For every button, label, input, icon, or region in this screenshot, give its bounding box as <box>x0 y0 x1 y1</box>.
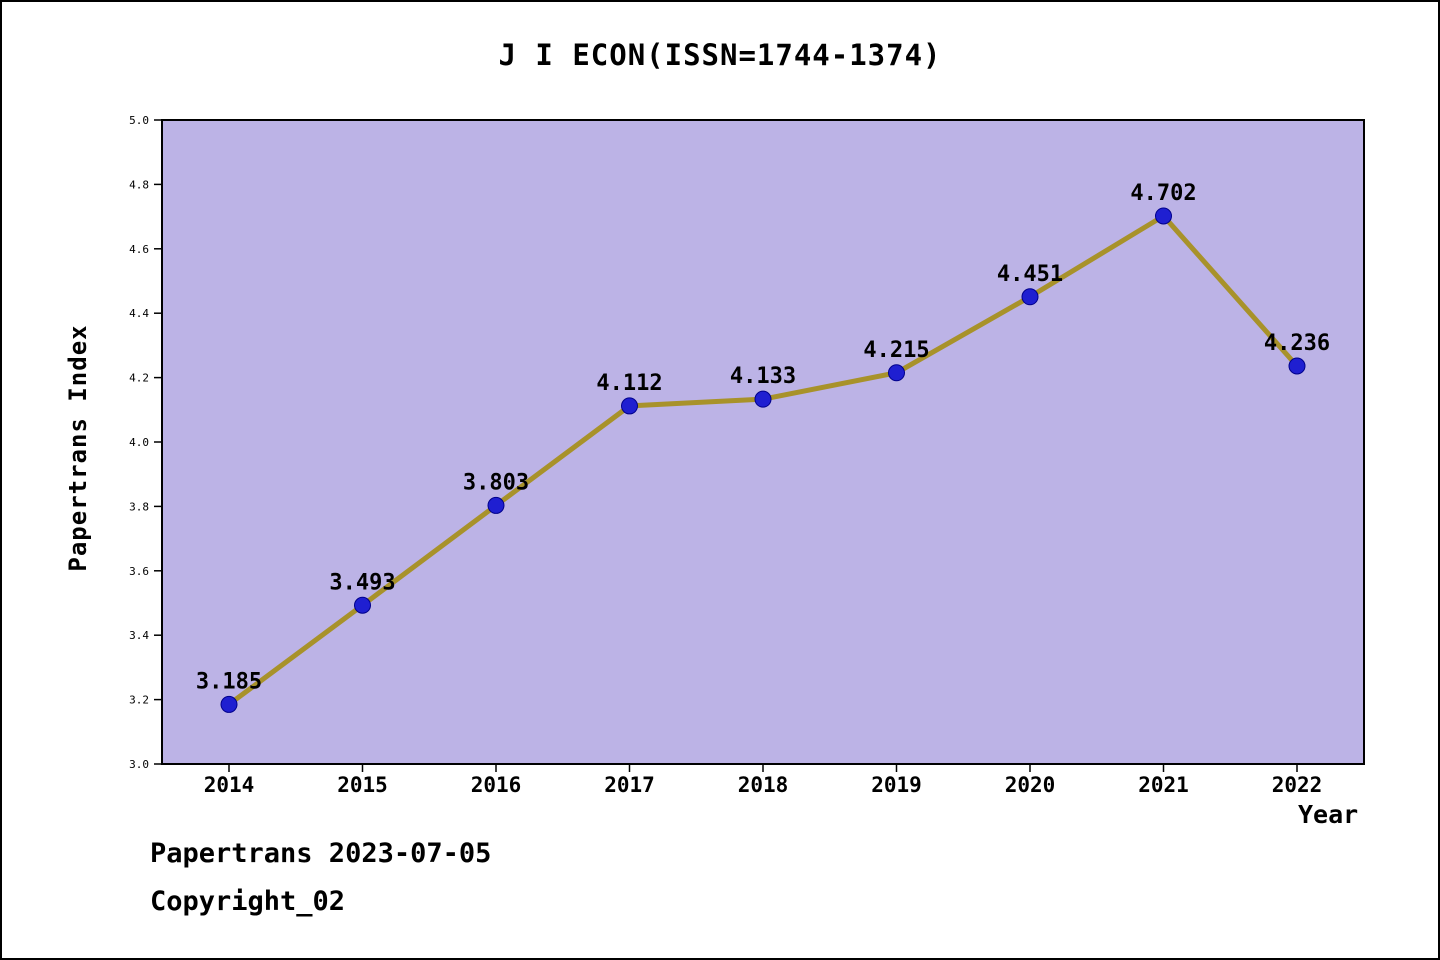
y-tick-label: 5.0 <box>129 114 149 127</box>
chart-title: J I ECON(ISSN=1744-1374) <box>498 38 942 72</box>
data-point-marker <box>1288 357 1306 375</box>
y-tick-label: 4.6 <box>129 243 149 256</box>
data-point-label: 4.133 <box>730 364 796 389</box>
x-tick-label: 2016 <box>471 773 522 797</box>
data-point-marker <box>1155 207 1172 225</box>
y-tick-label: 3.2 <box>129 694 149 707</box>
x-tick-label: 2019 <box>871 773 922 797</box>
data-point-marker <box>754 390 772 408</box>
x-tick-label: 2021 <box>1138 773 1189 797</box>
x-tick-label: 2015 <box>337 773 388 797</box>
data-point-marker <box>487 496 505 514</box>
y-tick-label: 4.4 <box>129 307 149 320</box>
data-point-marker <box>220 695 238 713</box>
y-tick-label: 4.8 <box>129 178 149 191</box>
data-point-marker <box>621 397 638 415</box>
data-point-label: 3.185 <box>196 669 262 694</box>
footer-source-date: Papertrans 2023-07-05 <box>150 838 492 869</box>
x-tick-label: 2022 <box>1272 773 1323 797</box>
data-point-label: 4.451 <box>997 262 1063 287</box>
data-point-label: 4.236 <box>1264 331 1330 356</box>
y-tick-label: 4.2 <box>129 372 149 385</box>
data-point-label: 3.493 <box>329 570 395 595</box>
plot-area <box>162 120 1364 764</box>
y-tick-label: 3.8 <box>129 500 149 513</box>
x-tick-label: 2014 <box>204 773 255 797</box>
footer-copyright: Copyright_02 <box>150 886 346 917</box>
x-axis-label: Year <box>1298 800 1359 829</box>
y-tick-label: 3.6 <box>129 565 149 578</box>
data-point-label: 4.112 <box>596 371 662 396</box>
y-axis-label: Papertrans Index <box>64 324 92 572</box>
x-tick-label: 2020 <box>1005 773 1056 797</box>
data-point-marker <box>1021 288 1039 306</box>
data-point-marker <box>354 596 371 614</box>
data-point-label: 4.702 <box>1130 181 1196 206</box>
data-point-label: 4.215 <box>863 338 929 363</box>
data-point-label: 3.803 <box>463 470 529 495</box>
x-tick-label: 2018 <box>738 773 789 797</box>
x-tick-label: 2017 <box>604 773 655 797</box>
y-tick-label: 3.0 <box>129 758 149 771</box>
y-tick-label: 4.0 <box>129 436 149 449</box>
data-point-marker <box>888 364 905 382</box>
y-tick-label: 3.4 <box>129 629 149 642</box>
axis-frame <box>161 119 1365 765</box>
